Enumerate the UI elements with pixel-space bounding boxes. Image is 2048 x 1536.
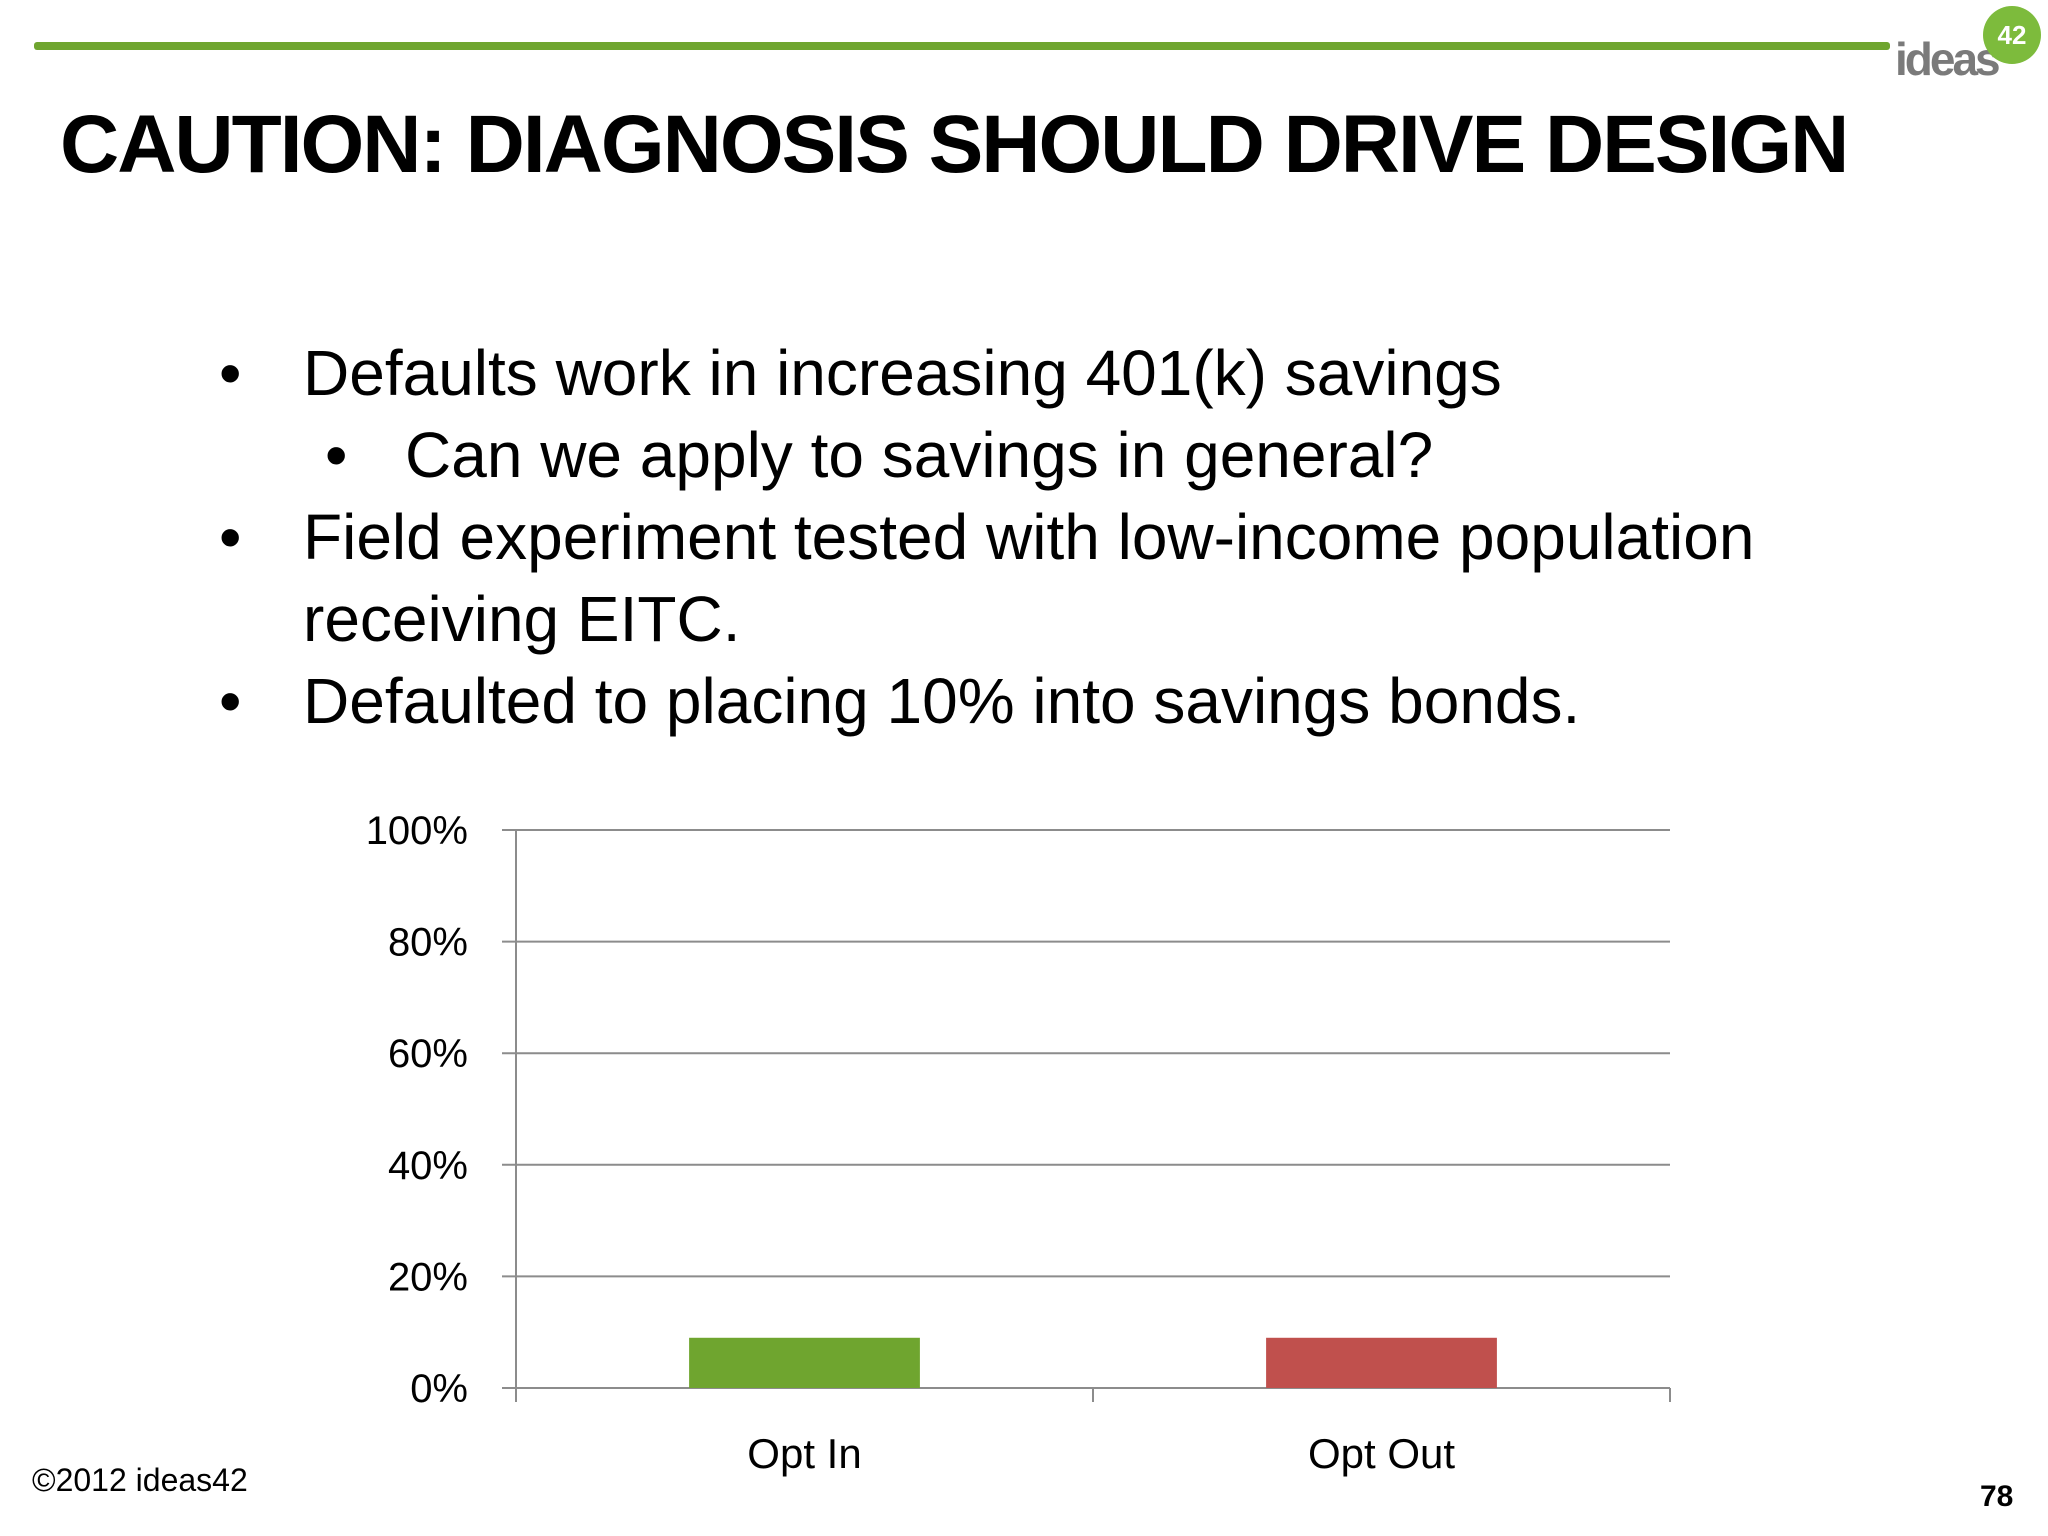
bar-opt-in xyxy=(689,1337,920,1388)
sub-bullet-item: Can we apply to savings in general? xyxy=(215,414,1775,496)
y-tick-label: 80% xyxy=(388,921,468,965)
chart-gridlines xyxy=(502,829,1670,1389)
bar-opt-out xyxy=(1266,1337,1497,1388)
ideas42-logo: ideas 42 xyxy=(1893,6,2043,86)
bullet-list: Defaults work in increasing 401(k) savin… xyxy=(215,332,1775,742)
bullet-item: Defaulted to placing 10% into savings bo… xyxy=(215,660,1775,742)
y-tick-label: 40% xyxy=(388,1144,468,1188)
y-tick-label: 60% xyxy=(388,1032,468,1076)
chart-bars xyxy=(689,1337,1497,1388)
x-category-label: Opt In xyxy=(747,1430,861,1477)
bar-chart: 0% 20% 40% 60% 80% 100% Opt In Opt Out xyxy=(366,809,1671,1477)
top-accent-rule xyxy=(34,42,1890,50)
chart-axes xyxy=(515,830,1671,1402)
chart-labels: 0% 20% 40% 60% 80% 100% Opt In Opt Out xyxy=(366,809,1456,1477)
bullet-item: Field experiment tested with low-income … xyxy=(215,496,1775,660)
logo-wordmark: ideas xyxy=(1895,33,2001,85)
copyright-footer: ©2012 ideas42 xyxy=(32,1462,248,1498)
y-tick-label: 0% xyxy=(410,1367,468,1411)
y-tick-label: 20% xyxy=(388,1255,468,1299)
bullet-item: Defaults work in increasing 401(k) savin… xyxy=(215,332,1775,414)
slide-title: CAUTION: DIAGNOSIS SHOULD DRIVE DESIGN xyxy=(60,99,1849,190)
x-category-label: Opt Out xyxy=(1308,1430,1455,1477)
logo-badge: 42 xyxy=(1983,6,2041,64)
y-tick-label: 100% xyxy=(366,809,468,853)
page-number: 78 xyxy=(1980,1480,2014,1513)
